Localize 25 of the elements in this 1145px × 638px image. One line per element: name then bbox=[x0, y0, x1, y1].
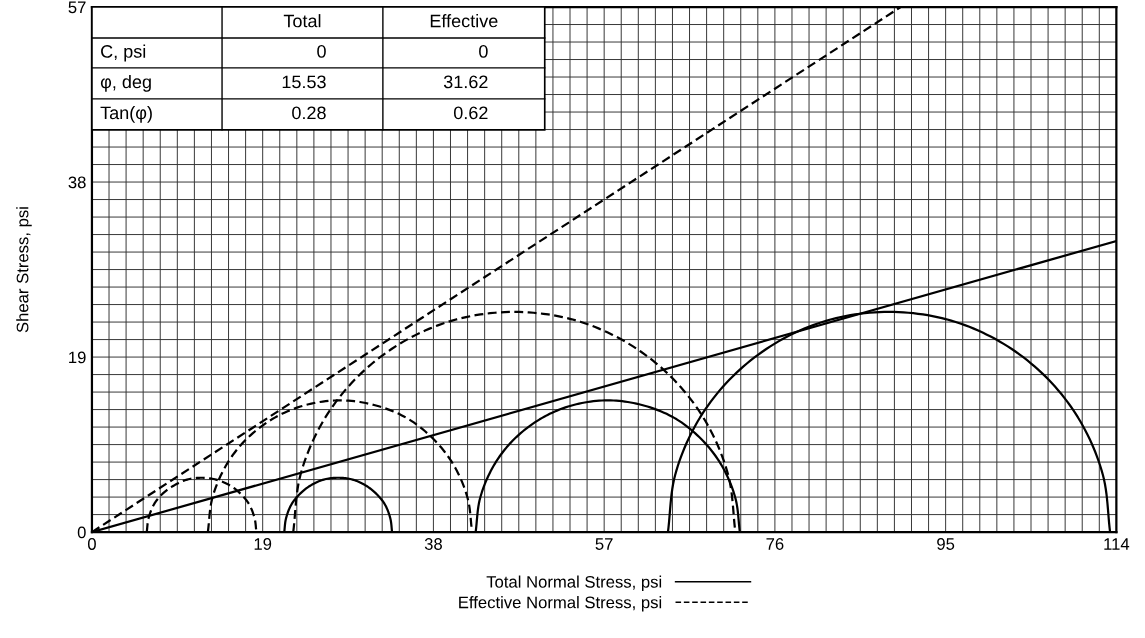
annotation: 0 bbox=[479, 45, 488, 58]
x-tick-label: 76 bbox=[766, 538, 784, 550]
x-tick-label: 57 bbox=[595, 538, 613, 550]
y-tick-label: 38 bbox=[68, 176, 86, 189]
annotation: 0 bbox=[317, 45, 326, 58]
x-tick-label: 114 bbox=[1104, 538, 1130, 550]
annotation: Effective bbox=[430, 14, 498, 28]
annotation: C, psi bbox=[101, 44, 146, 62]
x-tick-label: 95 bbox=[937, 538, 955, 550]
annotation: Total bbox=[283, 14, 321, 28]
annotation: Tan(φ) bbox=[100, 105, 152, 123]
y-tick-label: 57 bbox=[68, 1, 86, 14]
annotation: φ, deg bbox=[100, 75, 151, 92]
legend-label: Total Normal Stress, psi bbox=[486, 575, 662, 592]
x-tick-label: 38 bbox=[424, 538, 442, 550]
y-tick-label: 19 bbox=[69, 351, 86, 364]
annotation: 15.53 bbox=[282, 75, 326, 89]
x-tick-label: 0 bbox=[87, 538, 96, 550]
y-tick-label: 0 bbox=[77, 526, 86, 539]
legend-label: Effective Normal Stress, psi bbox=[459, 596, 662, 612]
y-axis-title: Shear Stress, psi bbox=[16, 207, 32, 333]
annotation: 0.62 bbox=[453, 106, 488, 120]
annotation: 31.62 bbox=[443, 75, 488, 89]
x-tick-label: 19 bbox=[254, 538, 272, 550]
annotation: 0.28 bbox=[292, 106, 326, 120]
